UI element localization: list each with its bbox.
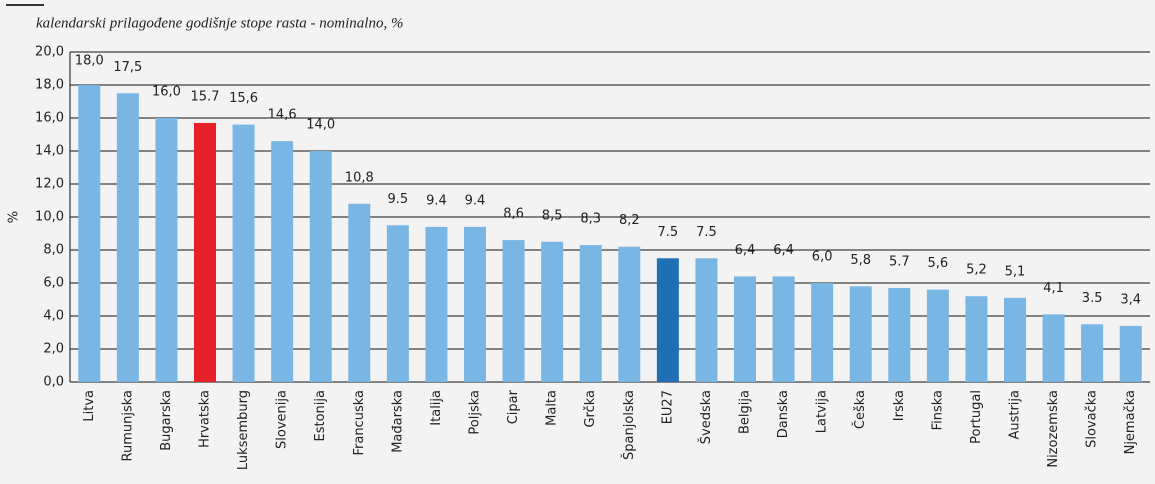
value-label: 9.4 bbox=[426, 193, 447, 208]
x-tick-label: Portugal bbox=[969, 390, 984, 444]
y-tick-label: 0,0 bbox=[43, 375, 64, 390]
value-label: 14,6 bbox=[268, 108, 297, 123]
bar bbox=[849, 286, 872, 382]
x-tick-label: Nizozemska bbox=[1046, 390, 1061, 468]
value-label: 18,0 bbox=[75, 54, 104, 69]
x-tick-label: Slovačka bbox=[1085, 390, 1100, 448]
value-label: 14,0 bbox=[306, 118, 335, 133]
y-tick-label: 16,0 bbox=[35, 111, 64, 126]
bar bbox=[116, 93, 139, 382]
y-axis-label: % bbox=[7, 211, 22, 223]
value-label: 7.5 bbox=[696, 225, 717, 240]
value-label: 7.5 bbox=[658, 225, 679, 240]
value-label: 5,8 bbox=[850, 253, 871, 268]
bar bbox=[271, 141, 294, 382]
value-label: 15.7 bbox=[191, 89, 220, 104]
bar bbox=[618, 246, 641, 382]
y-tick-label: 8,0 bbox=[43, 243, 64, 258]
value-label: 6,4 bbox=[773, 243, 794, 258]
bar bbox=[811, 283, 834, 382]
x-tick-label: Švedska bbox=[698, 390, 714, 444]
bar bbox=[579, 245, 602, 382]
value-label: 15,6 bbox=[229, 91, 258, 106]
x-tick-label: Poljska bbox=[468, 390, 483, 435]
value-label: 3,4 bbox=[1120, 292, 1141, 307]
value-label: 9.5 bbox=[388, 192, 409, 207]
x-tick-label: Austrija bbox=[1008, 390, 1023, 440]
chart-subtitle: kalendarski prilagođene godišnje stope r… bbox=[36, 15, 403, 31]
bar bbox=[695, 258, 718, 382]
y-tick-label: 14,0 bbox=[35, 144, 64, 159]
value-label: 6,0 bbox=[812, 250, 833, 265]
x-tick-label: Malta bbox=[545, 390, 560, 426]
bar bbox=[464, 226, 486, 382]
value-label: 8,5 bbox=[542, 208, 563, 223]
bar bbox=[926, 289, 949, 382]
x-tick-label: Finska bbox=[930, 390, 945, 430]
x-tick-label: Danska bbox=[776, 390, 791, 438]
y-tick-label: 4,0 bbox=[43, 309, 64, 324]
bar bbox=[1119, 325, 1142, 382]
value-label: 8,6 bbox=[503, 207, 524, 222]
bar bbox=[309, 151, 332, 382]
bar bbox=[888, 287, 911, 382]
bar bbox=[502, 240, 525, 382]
x-tick-label: Mađarska bbox=[390, 390, 405, 453]
x-tick-label: Litva bbox=[82, 390, 97, 422]
x-tick-label: Belgija bbox=[738, 390, 753, 434]
value-label: 10,8 bbox=[345, 170, 374, 185]
value-label: 5.7 bbox=[889, 254, 910, 269]
bar bbox=[194, 122, 216, 382]
x-tick-label: Španjolska bbox=[621, 390, 637, 460]
bar bbox=[734, 276, 756, 382]
x-tick-label: Francuska bbox=[352, 390, 367, 456]
x-tick-label: Slovenija bbox=[275, 390, 290, 449]
value-label: 5,2 bbox=[966, 263, 987, 278]
x-tick-label: Luksemburg bbox=[236, 390, 251, 470]
bar bbox=[232, 124, 255, 382]
value-label: 9.4 bbox=[465, 193, 486, 208]
x-tick-label: Italija bbox=[429, 390, 444, 426]
bar bbox=[1042, 314, 1065, 382]
x-tick-label: Cipar bbox=[506, 389, 521, 424]
bar bbox=[155, 118, 178, 382]
value-label: 4,1 bbox=[1043, 281, 1064, 296]
value-label: 6,4 bbox=[735, 243, 756, 258]
bar bbox=[1081, 324, 1104, 382]
x-tick-label: Njemačka bbox=[1123, 390, 1138, 454]
bar bbox=[541, 241, 564, 382]
value-label: 8,3 bbox=[580, 212, 601, 227]
value-label: 3.5 bbox=[1082, 291, 1103, 306]
x-tick-label: Latvija bbox=[815, 390, 830, 433]
x-tick-label: Bugarska bbox=[159, 390, 174, 451]
value-label: 8,2 bbox=[619, 213, 640, 228]
value-label: 17,5 bbox=[113, 60, 142, 75]
value-label: 5,6 bbox=[928, 256, 949, 271]
x-tick-label: EU27 bbox=[660, 390, 675, 424]
x-tick-label: Irska bbox=[892, 390, 907, 421]
x-tick-label: Grčka bbox=[583, 390, 598, 428]
bar bbox=[425, 226, 448, 382]
bar bbox=[656, 258, 679, 382]
y-tick-label: 20,0 bbox=[35, 45, 64, 60]
y-tick-label: 12,0 bbox=[35, 177, 64, 192]
y-tick-label: 18,0 bbox=[35, 78, 64, 93]
value-label: 5,1 bbox=[1005, 264, 1026, 279]
y-tick-label: 2,0 bbox=[43, 342, 64, 357]
x-tick-label: Rumunjska bbox=[120, 390, 135, 461]
value-label: 16,0 bbox=[152, 85, 181, 100]
x-tick-label: Estonija bbox=[313, 390, 328, 441]
bar bbox=[78, 85, 101, 382]
y-tick-label: 10,0 bbox=[35, 210, 64, 225]
bar bbox=[348, 203, 371, 382]
x-tick-label: Češka bbox=[852, 390, 868, 429]
x-tick-label: Hrvatska bbox=[198, 390, 213, 448]
bar bbox=[965, 296, 988, 382]
bar bbox=[1004, 297, 1026, 382]
bar bbox=[772, 276, 795, 382]
y-tick-label: 6,0 bbox=[43, 276, 64, 291]
bar bbox=[386, 225, 409, 382]
